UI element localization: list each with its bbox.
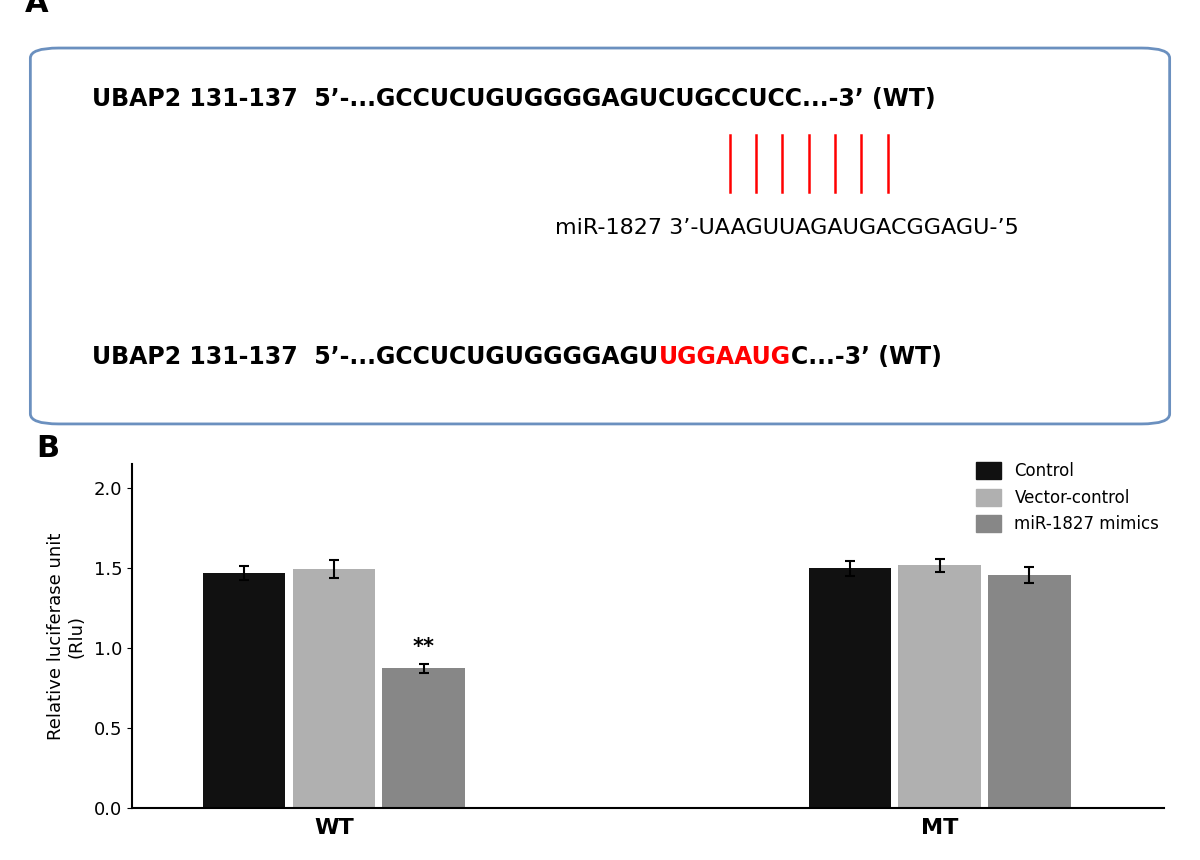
Text: UBAP2 131-137  5’-...GCCUCUGUGGGGAGU: UBAP2 131-137 5’-...GCCUCUGUGGGGAGU [92,345,659,369]
Text: UBAP2 131-137  5’-...GCCUCUGUGGGGAGUCUGCCUCC...-3’ (WT): UBAP2 131-137 5’-...GCCUCUGUGGGGAGUCUGCC… [92,87,936,111]
Bar [383,668,464,808]
Bar [809,568,892,808]
Text: A: A [25,0,48,18]
Text: **: ** [413,636,434,657]
Bar [203,574,286,808]
Legend: Control, Vector-control, miR-1827 mimics: Control, Vector-control, miR-1827 mimics [970,456,1166,540]
Bar [988,574,1070,808]
Text: miR-1827 3’-UAAGUUAGAUGACGGAGU-’5: miR-1827 3’-UAAGUUAGAUGACGGAGU-’5 [554,218,1019,238]
Bar [293,569,376,808]
Text: B: B [36,434,59,464]
Y-axis label: Relative luciferase unit
(Rlu): Relative luciferase unit (Rlu) [47,532,85,740]
Text: C...-3’ (WT): C...-3’ (WT) [791,345,942,369]
Text: UGGAAUG: UGGAAUG [659,345,791,369]
Bar [899,565,980,808]
FancyBboxPatch shape [30,48,1170,424]
